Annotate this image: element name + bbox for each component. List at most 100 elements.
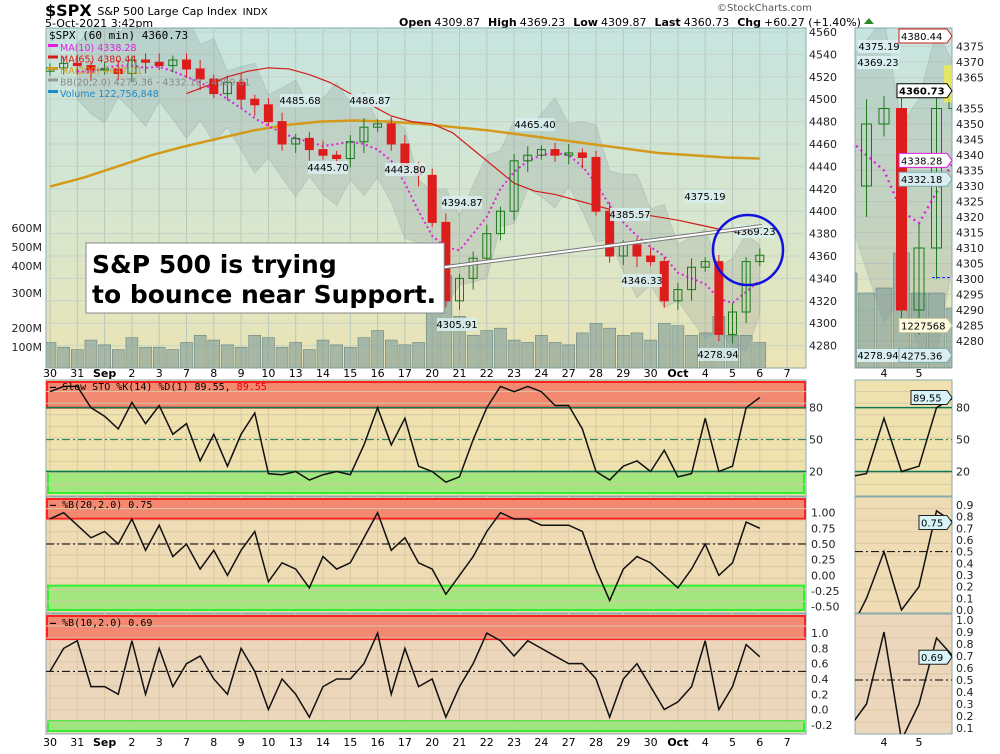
volume-bar: [671, 325, 685, 368]
annotation-line-2: to bounce near Support.: [92, 280, 436, 309]
last-value-tag: 0.75: [921, 519, 943, 530]
price-label: 4465.40: [514, 120, 555, 131]
legend-swatch: [48, 55, 58, 59]
candle-down: [72, 62, 82, 67]
candle-down: [277, 121, 287, 145]
legend-label: MA(65) 4380.44: [60, 55, 137, 66]
x-tick-label-bottom: 17: [398, 736, 412, 749]
support-annotation: S&P 500 is trying to bounce near Support…: [85, 213, 785, 314]
candle-up: [536, 149, 546, 156]
y-tick-label: 0.75: [811, 522, 836, 535]
price-tick-label: 4420: [809, 183, 837, 196]
mini-price-tick-label: 4375: [956, 41, 984, 54]
volume-bar: [275, 346, 289, 368]
volume-bar: [494, 327, 507, 368]
ohlc-summary: Open 4309.87 High 4369.23 Low 4309.87 Last 4360…: [399, 16, 874, 29]
mini-y-tick-label: 0.4: [956, 557, 974, 570]
x-tick-label-top: 9: [238, 367, 245, 380]
y-tick-label: 1.00: [811, 507, 836, 520]
x-tick-label-bottom: 13: [289, 736, 303, 749]
last-bar-highlight: [944, 65, 952, 103]
candle-up: [755, 254, 765, 263]
x-tick-label-top: 7: [183, 367, 190, 380]
mini-y-tick-label: 0.9: [956, 499, 974, 512]
volume-tick-label: 400M: [12, 260, 43, 273]
ma65-line: [186, 67, 760, 234]
price-label-bg: [385, 163, 425, 176]
legend-swatch: [48, 44, 58, 47]
symbol: $SPX: [45, 1, 92, 20]
mini-price-tick-label: 4365: [956, 72, 984, 85]
x-tick-label-top: 30: [644, 367, 658, 380]
annotation-line-1: S&P 500 is trying: [92, 250, 337, 279]
datetime: 5-Oct-2021 3:42pm: [45, 17, 153, 30]
mini-x-label-top: 4: [881, 367, 888, 380]
x-tick-label-bottom: 31: [70, 736, 84, 749]
candle-down: [605, 210, 615, 257]
x-tick-label-bottom: 28: [589, 736, 603, 749]
security-name: S&P 500 Large Cap Index: [97, 5, 237, 18]
volume-bar: [398, 344, 412, 368]
x-tick-label-top: 29: [616, 367, 630, 380]
ma65-tag: 4380.44: [901, 32, 942, 43]
x-tick-label-top: 4: [702, 367, 709, 380]
volume-bar: [166, 349, 180, 368]
oversold-zone: [47, 720, 805, 732]
support-circle: [711, 213, 785, 287]
price-label-bg: [685, 190, 725, 203]
candle-up: [482, 233, 492, 259]
volume-bar: [412, 342, 425, 368]
candle-down: [304, 137, 314, 151]
price-label: 4278.94: [697, 350, 738, 361]
candle-down: [591, 156, 601, 212]
price-label: 4394.87: [441, 198, 482, 209]
open-label: Open: [399, 16, 432, 29]
price-tick-label: 4400: [809, 205, 837, 218]
candle-down: [209, 78, 219, 95]
price-tick-label: 4500: [809, 93, 837, 106]
candle-down: [195, 68, 205, 80]
legend-label: MA(10) 4338.28: [60, 43, 137, 54]
mini-y-tick-label: 0.0: [956, 604, 974, 617]
volume-bar: [248, 335, 261, 368]
sto-title: – Slow STO %K(14) %D(1) 89.55, 89.55: [50, 382, 267, 393]
volume-tick-label: 600M: [12, 222, 43, 235]
mini-price-tick-label: 4295: [956, 289, 984, 302]
x-tick-label-top: 24: [534, 367, 548, 380]
price-tick-label: 4480: [809, 116, 837, 129]
x-tick-label-bottom: 23: [507, 736, 521, 749]
last-value-tag: 89.55: [913, 394, 942, 405]
price-tick-label: 4320: [809, 295, 837, 308]
mini-y-tick-label: 0.6: [956, 534, 974, 547]
candle-up: [468, 257, 478, 279]
candle-down: [332, 154, 342, 160]
candle-down: [141, 59, 151, 63]
mini-price-tick-label: 4325: [956, 196, 984, 209]
last-price-tag-bg: [896, 83, 953, 99]
price-tick-label: 4520: [809, 71, 837, 84]
mini-y-tick-label: 50: [956, 434, 970, 447]
y-tick-label: 1.0: [811, 627, 829, 640]
x-tick-label-bottom: 14: [316, 736, 330, 749]
volume-bar: [630, 332, 644, 368]
volume-bar: [207, 339, 221, 368]
high-value: 4369.23: [520, 16, 566, 29]
volume-bar: [576, 332, 589, 368]
y-tick-label: 0.4: [811, 673, 829, 686]
x-tick-label-bottom: 20: [425, 736, 439, 749]
chg-label: Chg: [737, 16, 761, 29]
x-tick-label-top: 6: [756, 367, 763, 380]
volume-bar: [152, 346, 166, 368]
price-label: 4486.87: [349, 96, 390, 107]
x-tick-label-top: 8: [210, 367, 217, 380]
x-tick-label-top: 20: [425, 367, 439, 380]
y-tick-label: -0.50: [811, 601, 839, 614]
x-tick-label-bottom: 4: [702, 736, 709, 749]
volume-bar: [180, 342, 193, 368]
x-tick-label-top: 21: [453, 367, 467, 380]
low-value: 4309.87: [601, 16, 647, 29]
x-tick-label-top: 31: [70, 367, 84, 380]
mini-price-tick-label: 4355: [956, 103, 984, 116]
candle-down: [427, 174, 437, 223]
bb-mid-tag-bg: [898, 171, 953, 187]
